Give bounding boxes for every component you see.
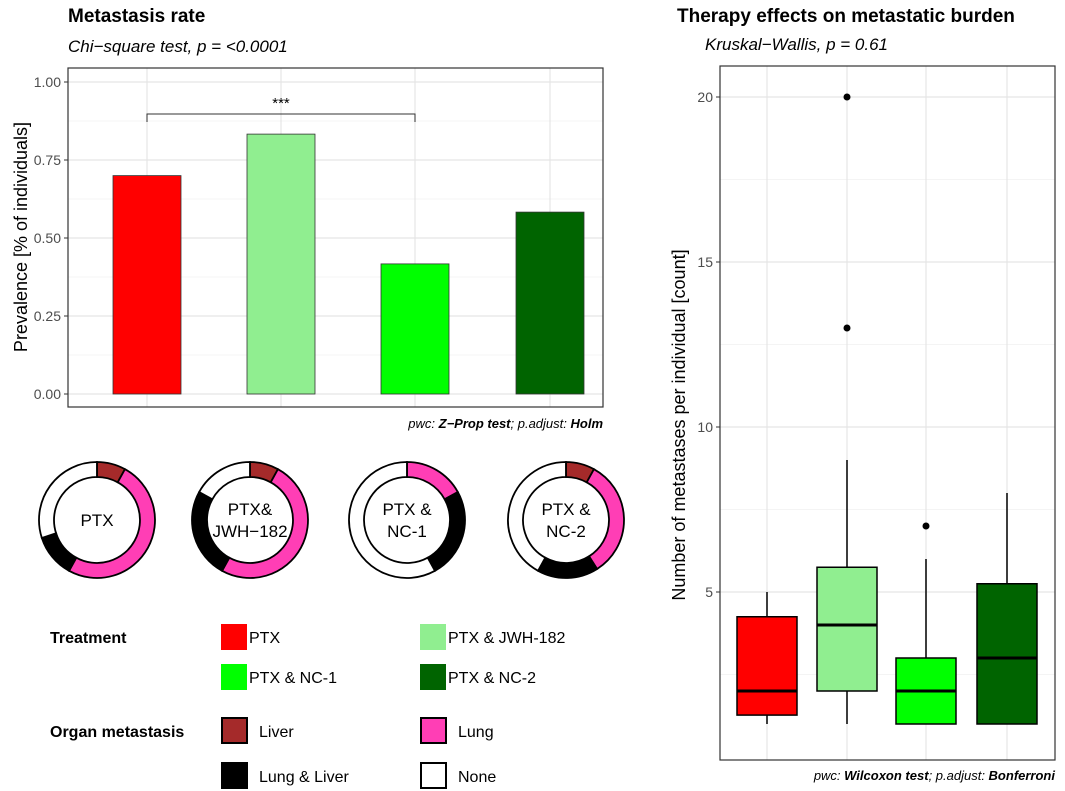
box-chart-subtitle: Kruskal−Wallis, p = 0.61 <box>705 35 888 54</box>
legend-label-organ: Lung & Liver <box>259 769 350 786</box>
bar-chart-bars <box>112 133 585 395</box>
box-chart-y-ticks: 5 10 15 20 <box>697 89 720 600</box>
y-tick-label: 0.00 <box>34 386 61 402</box>
box-iqr <box>736 616 798 716</box>
y-tick-label: 1.00 <box>34 74 61 90</box>
donut-1: PTX <box>38 461 156 579</box>
legend-label-treatment: PTX & NC-2 <box>448 670 536 687</box>
donut-label: NC-2 <box>546 522 586 541</box>
legend-label-treatment: PTX & JWH-182 <box>448 630 565 647</box>
legend-organ-title: Organ metastasis <box>50 724 184 741</box>
legend-swatch-treatment <box>221 624 247 650</box>
bar-3 <box>380 263 450 395</box>
donut-label: JWH−182 <box>212 522 287 541</box>
box-2 <box>816 93 878 724</box>
y-tick-label: 0.75 <box>34 152 61 168</box>
legend-swatch-treatment <box>420 664 446 690</box>
legend-swatch-organ <box>221 762 248 789</box>
box-chart-panel <box>719 65 1056 761</box>
caption-test: Wilcoxon test <box>844 768 929 783</box>
donut-segment-lung-liver <box>40 532 78 573</box>
donut-segment-none <box>507 461 567 573</box>
donut-segment-lung <box>585 467 625 571</box>
box-4 <box>976 493 1038 725</box>
bar-2 <box>246 133 316 395</box>
y-tick-label: 0.50 <box>34 230 61 246</box>
donut-label: PTX <box>80 511 113 530</box>
legend-label-organ: Liver <box>259 724 294 741</box>
legend-label-treatment: PTX <box>249 630 280 647</box>
outlier-point <box>922 522 930 530</box>
significance-label: *** <box>272 95 290 112</box>
bracket-line <box>146 113 416 122</box>
box-chart-y-label: Number of metastases per individual [cou… <box>669 249 689 600</box>
caption-prefix: pwc: <box>813 768 844 783</box>
caption-prefix: pwc: <box>407 416 438 431</box>
outlier-point <box>843 93 851 101</box>
donut-label: PTX & <box>541 500 591 519</box>
bar-4 <box>515 211 585 395</box>
significance-bracket: *** <box>146 95 416 122</box>
donut-4: PTX & NC-2 <box>507 461 625 579</box>
donut-segment-lung <box>406 461 460 501</box>
y-tick-label: 20 <box>697 89 713 105</box>
legend-label-treatment: PTX & NC-1 <box>249 670 337 687</box>
legend-label-organ: Lung <box>458 724 494 741</box>
box-chart-caption: pwc: Wilcoxon test; p.adjust: Bonferroni <box>813 768 1056 783</box>
donut-charts: PTX PTX&JWH−182 PTX & NC-1 PTX & NC-2 <box>38 461 625 579</box>
donut-label: PTX& <box>228 500 273 519</box>
box-iqr <box>976 583 1038 725</box>
y-tick-label: 0.25 <box>34 308 61 324</box>
legend-swatch-treatment <box>221 664 247 690</box>
bar-chart-y-label: Prevalence [% of individuals] <box>11 122 31 352</box>
bar-chart-y-ticks: 0.00 0.25 0.50 0.75 1.00 <box>34 74 68 402</box>
bar-chart-title: Metastasis rate <box>68 6 205 27</box>
y-tick-label: 5 <box>705 584 713 600</box>
y-tick-label: 10 <box>697 419 713 435</box>
box-3 <box>895 522 957 725</box>
caption-adjust: Holm <box>571 416 604 431</box>
box-chart-title: Therapy effects on metastatic burden <box>677 6 1015 27</box>
caption-adjust: Bonferroni <box>989 768 1056 783</box>
caption-mid: ; p.adjust: <box>511 416 571 431</box>
donut-segment-lung-liver <box>536 555 599 579</box>
donut-2: PTX&JWH−182 <box>191 461 309 579</box>
donut-segment-lung-liver <box>426 490 466 573</box>
y-tick-label: 15 <box>697 254 713 270</box>
legend-swatch-organ <box>420 717 447 744</box>
donut-label: NC-1 <box>387 522 427 541</box>
donut-segment-none <box>348 461 437 579</box>
legend-treatment-title: Treatment <box>50 630 127 647</box>
donut-label: PTX & <box>382 500 432 519</box>
box-1 <box>736 592 798 724</box>
bar-1 <box>112 175 182 395</box>
donut-segment-none <box>197 461 251 501</box>
box-iqr <box>816 566 878 692</box>
donut-3: PTX & NC-1 <box>348 461 466 579</box>
legend-swatch-organ <box>420 762 447 789</box>
bar-chart-caption: pwc: Z−Prop test; p.adjust: Holm <box>407 416 603 431</box>
legend-swatch-organ <box>221 717 248 744</box>
legend-label-organ: None <box>458 769 496 786</box>
caption-test: Z−Prop test <box>438 416 512 431</box>
donut-segment-none <box>38 461 98 540</box>
legend: Treatment Organ metastasis PTX PTX & JWH-… <box>50 624 565 789</box>
caption-mid: ; p.adjust: <box>929 768 989 783</box>
outlier-point <box>843 324 851 332</box>
bar-chart-subtitle: Chi−square test, p = <0.0001 <box>68 37 288 56</box>
box-chart-boxes <box>736 93 1038 725</box>
legend-swatch-treatment <box>420 624 446 650</box>
